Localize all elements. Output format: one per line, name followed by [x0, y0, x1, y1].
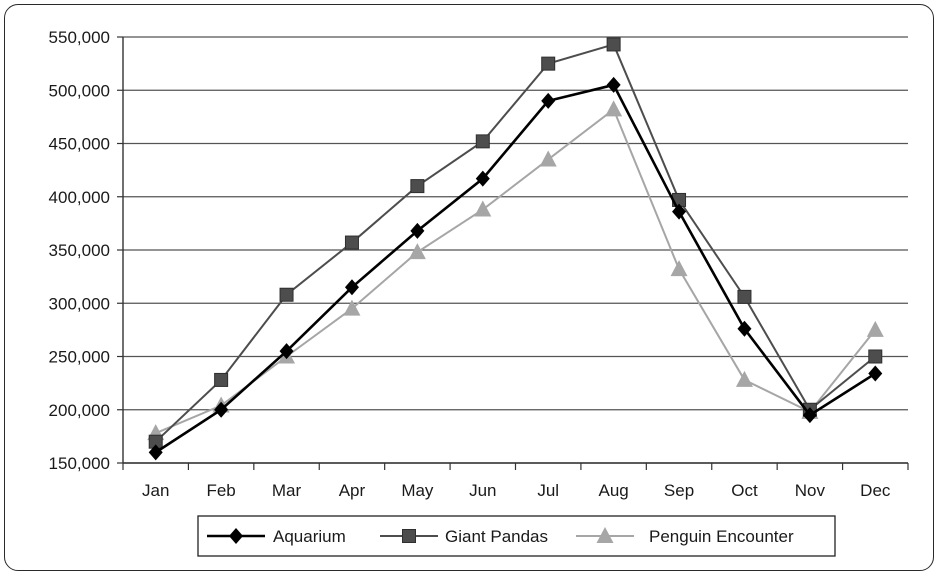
data-point [410, 179, 425, 194]
x-tick-label: Aug [599, 481, 629, 500]
legend-item: Giant Pandas [380, 527, 548, 546]
y-axis-ticks: 150,000 200,000 250,000 300,000 350,000 400,0… [49, 28, 123, 473]
x-tick-label: Jun [469, 481, 496, 500]
x-tick-label: Feb [206, 481, 235, 500]
data-point [474, 200, 492, 217]
legend-item: Aquarium [207, 527, 346, 546]
data-point [737, 320, 752, 337]
y-tick-label: 200,000 [49, 401, 110, 420]
data-point [737, 289, 752, 304]
data-point [408, 243, 426, 260]
data-point [868, 365, 883, 382]
data-point [541, 92, 556, 109]
data-point [539, 150, 557, 167]
legend-box [197, 515, 836, 557]
data-point [541, 56, 556, 71]
y-tick-label: 400,000 [49, 188, 110, 207]
data-point [606, 37, 621, 52]
data-point [605, 100, 623, 117]
x-axis-ticks: Jan Feb Mar Apr May Jun Jul Aug Sep Oct Nov Dec [122, 463, 909, 500]
legend-label: Penguin Encounter [649, 527, 794, 546]
data-point [279, 343, 294, 360]
data-point [606, 76, 621, 93]
data-point [214, 372, 229, 387]
legend-marker [596, 527, 614, 543]
data-point [343, 299, 361, 316]
data-point [344, 235, 359, 250]
legend-marker [402, 529, 416, 543]
legend-item: Penguin Encounter [576, 527, 794, 546]
chart-frame [4, 4, 934, 571]
legend: Aquarium Giant Pandas Penguin Encounter [197, 515, 836, 557]
data-point [475, 170, 490, 187]
data-point [475, 134, 490, 149]
data-point [802, 407, 817, 424]
y-tick-label: 500,000 [49, 81, 110, 100]
y-tick-label: 450,000 [49, 135, 110, 154]
data-point [148, 444, 163, 461]
y-tick-label: 150,000 [49, 454, 110, 473]
data-point [279, 287, 294, 302]
series-penguin-encounter [147, 100, 884, 441]
series-line [154, 83, 876, 454]
y-tick-label: 300,000 [49, 294, 110, 313]
series-line [155, 107, 877, 435]
data-point [214, 401, 229, 418]
x-tick-label: Nov [795, 481, 826, 500]
legend-marker [229, 528, 243, 544]
x-tick-label: Jul [537, 481, 559, 500]
y-tick-label: 550,000 [49, 28, 110, 47]
data-point [868, 349, 883, 364]
x-tick-label: Mar [272, 481, 302, 500]
data-point [344, 279, 359, 296]
y-tick-label: 350,000 [49, 241, 110, 260]
data-point [735, 370, 753, 387]
x-tick-label: Sep [664, 481, 694, 500]
x-tick-label: Oct [731, 481, 758, 500]
series-layer [147, 37, 884, 461]
x-tick-label: Apr [339, 481, 366, 500]
legend-label: Giant Pandas [445, 527, 548, 546]
series-giant-pandas [148, 37, 883, 449]
y-tick-label: 250,000 [49, 348, 110, 367]
data-point [670, 260, 688, 277]
x-tick-label: Dec [860, 481, 891, 500]
legend-label: Aquarium [273, 527, 346, 546]
x-tick-label: Jan [142, 481, 169, 500]
series-line [155, 43, 876, 443]
series-aquarium [148, 76, 883, 461]
gridlines [123, 36, 908, 464]
data-point [410, 222, 425, 239]
data-point [672, 203, 687, 220]
x-tick-label: May [401, 481, 434, 500]
data-point [866, 320, 884, 337]
